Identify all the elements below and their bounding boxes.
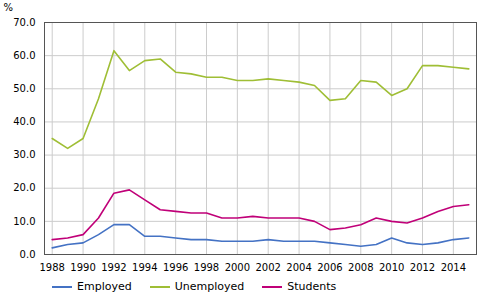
svg-text:60.0: 60.0 — [13, 50, 35, 61]
svg-text:1990: 1990 — [70, 262, 95, 273]
svg-text:2006: 2006 — [317, 262, 342, 273]
svg-text:2010: 2010 — [379, 262, 404, 273]
svg-text:2000: 2000 — [225, 262, 250, 273]
svg-text:1988: 1988 — [39, 262, 64, 273]
html-text:Employed: Employed — [77, 280, 132, 293]
svg-text:2014: 2014 — [441, 262, 466, 273]
svg-text:50.0: 50.0 — [13, 83, 35, 94]
svg-text:1994: 1994 — [132, 262, 157, 273]
svg-text:20.0: 20.0 — [13, 182, 35, 193]
svg-text:40.0: 40.0 — [13, 116, 35, 127]
svg-text:1992: 1992 — [101, 262, 126, 273]
html-text:Unemployed: Unemployed — [174, 280, 245, 293]
svg-text:%: % — [4, 2, 14, 13]
svg-text:30.0: 30.0 — [13, 149, 35, 160]
svg-text:1998: 1998 — [194, 262, 219, 273]
svg-text:10.0: 10.0 — [13, 216, 35, 227]
svg-text:2004: 2004 — [286, 262, 311, 273]
svg-text:2012: 2012 — [410, 262, 435, 273]
svg-text:1996: 1996 — [163, 262, 188, 273]
svg-text:70.0: 70.0 — [13, 17, 35, 28]
svg-text:2008: 2008 — [348, 262, 373, 273]
svg-text:2002: 2002 — [255, 262, 280, 273]
html-text:Students: Students — [287, 280, 337, 293]
svg-text:0.0: 0.0 — [20, 249, 36, 260]
